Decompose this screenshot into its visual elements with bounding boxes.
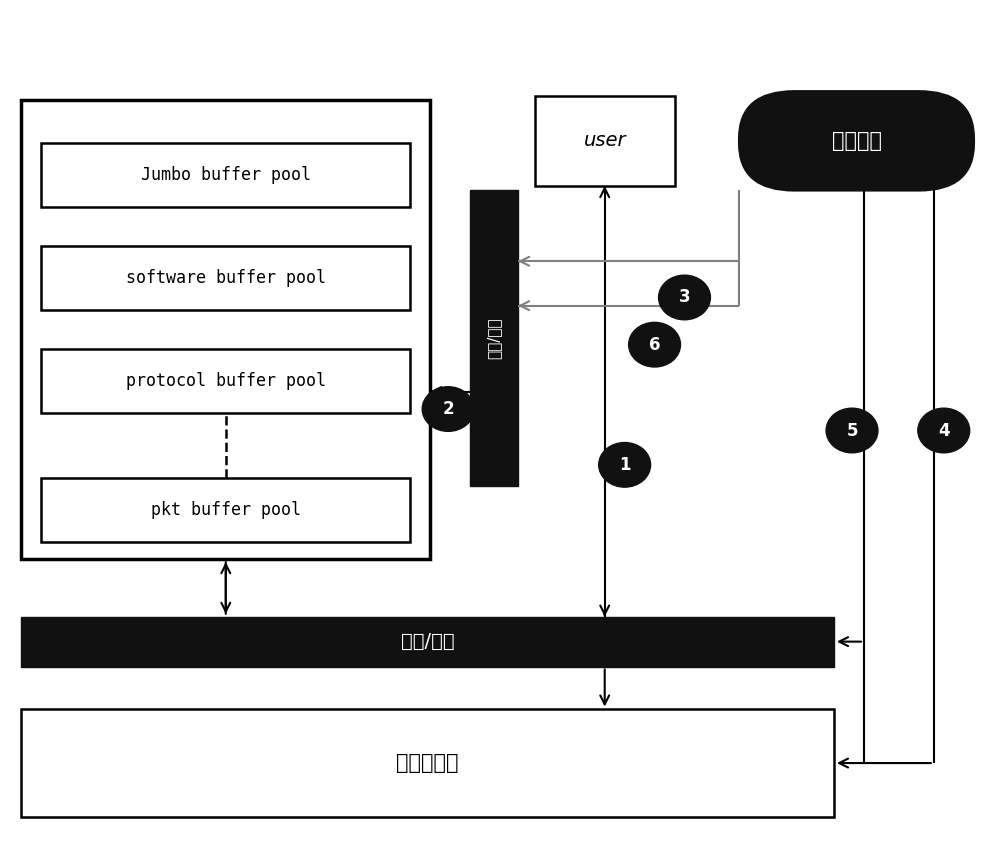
FancyBboxPatch shape: [41, 246, 410, 310]
Circle shape: [422, 387, 474, 431]
Text: 大页内存池: 大页内存池: [396, 753, 459, 773]
Circle shape: [918, 408, 970, 453]
FancyBboxPatch shape: [470, 190, 518, 486]
Text: 申请/释放: 申请/释放: [487, 318, 502, 359]
Circle shape: [826, 408, 878, 453]
FancyBboxPatch shape: [21, 616, 834, 666]
FancyBboxPatch shape: [739, 91, 974, 190]
FancyBboxPatch shape: [21, 709, 834, 817]
FancyBboxPatch shape: [535, 96, 675, 186]
Text: software buffer pool: software buffer pool: [126, 269, 326, 288]
FancyBboxPatch shape: [41, 478, 410, 542]
Circle shape: [629, 322, 680, 367]
Circle shape: [659, 276, 710, 319]
Text: user: user: [583, 132, 626, 151]
Text: 4: 4: [938, 422, 950, 439]
Text: protocol buffer pool: protocol buffer pool: [126, 372, 326, 390]
Text: 5: 5: [846, 422, 858, 439]
Text: 申请/释放: 申请/释放: [401, 632, 455, 651]
Text: 1: 1: [619, 455, 630, 474]
Text: pkt buffer pool: pkt buffer pool: [151, 501, 301, 519]
FancyBboxPatch shape: [41, 143, 410, 208]
FancyBboxPatch shape: [21, 100, 430, 560]
Text: 6: 6: [649, 336, 660, 354]
Text: 恢复线程: 恢复线程: [832, 131, 882, 151]
Text: 2: 2: [442, 400, 454, 418]
FancyBboxPatch shape: [41, 349, 410, 413]
Text: Jumbo buffer pool: Jumbo buffer pool: [141, 166, 311, 184]
Text: 3: 3: [679, 288, 690, 307]
Circle shape: [599, 443, 651, 487]
